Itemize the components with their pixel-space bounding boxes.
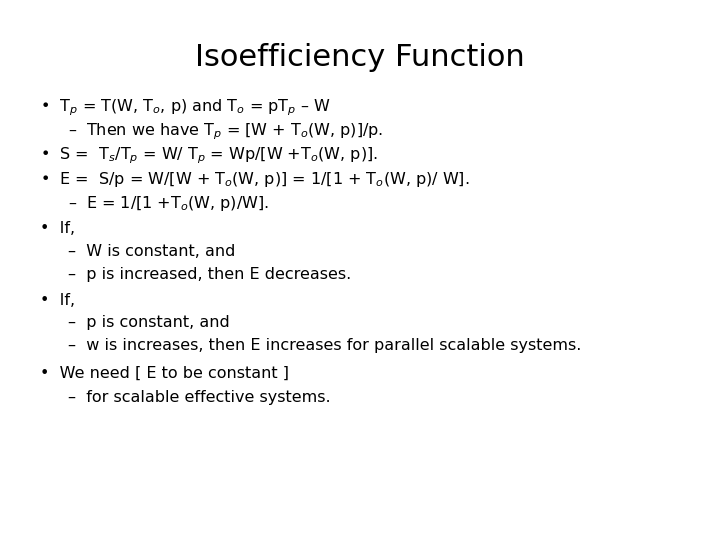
Text: •  If,: • If,: [40, 293, 75, 308]
Text: –  for scalable effective systems.: – for scalable effective systems.: [68, 390, 331, 405]
Text: –  p is increased, then E decreases.: – p is increased, then E decreases.: [68, 267, 351, 282]
Text: –  Then we have T$_p$ = [W + T$_o$(W, p)]/p.: – Then we have T$_p$ = [W + T$_o$(W, p)]…: [68, 122, 384, 142]
Text: –  p is constant, and: – p is constant, and: [68, 315, 230, 330]
Text: •  T$_p$ = T(W, T$_o$, p) and T$_o$ = pT$_p$ – W: • T$_p$ = T(W, T$_o$, p) and T$_o$ = pT$…: [40, 97, 330, 118]
Text: –  E = 1/[1 +T$_o$(W, p)/W].: – E = 1/[1 +T$_o$(W, p)/W].: [68, 194, 269, 213]
Text: –  w is increases, then E increases for parallel scalable systems.: – w is increases, then E increases for p…: [68, 338, 582, 353]
Text: •  We need [ E to be constant ]: • We need [ E to be constant ]: [40, 366, 289, 381]
Text: •  S =  T$_s$/T$_p$ = W/ T$_p$ = Wp/[W +T$_o$(W, p)].: • S = T$_s$/T$_p$ = W/ T$_p$ = Wp/[W +T$…: [40, 146, 377, 166]
Text: •  If,: • If,: [40, 221, 75, 237]
Text: –  W is constant, and: – W is constant, and: [68, 244, 235, 259]
Text: •  E =  S/p = W/[W + T$_o$(W, p)] = 1/[1 + T$_o$(W, p)/ W].: • E = S/p = W/[W + T$_o$(W, p)] = 1/[1 +…: [40, 170, 469, 189]
Text: Isoefficiency Function: Isoefficiency Function: [195, 43, 525, 72]
